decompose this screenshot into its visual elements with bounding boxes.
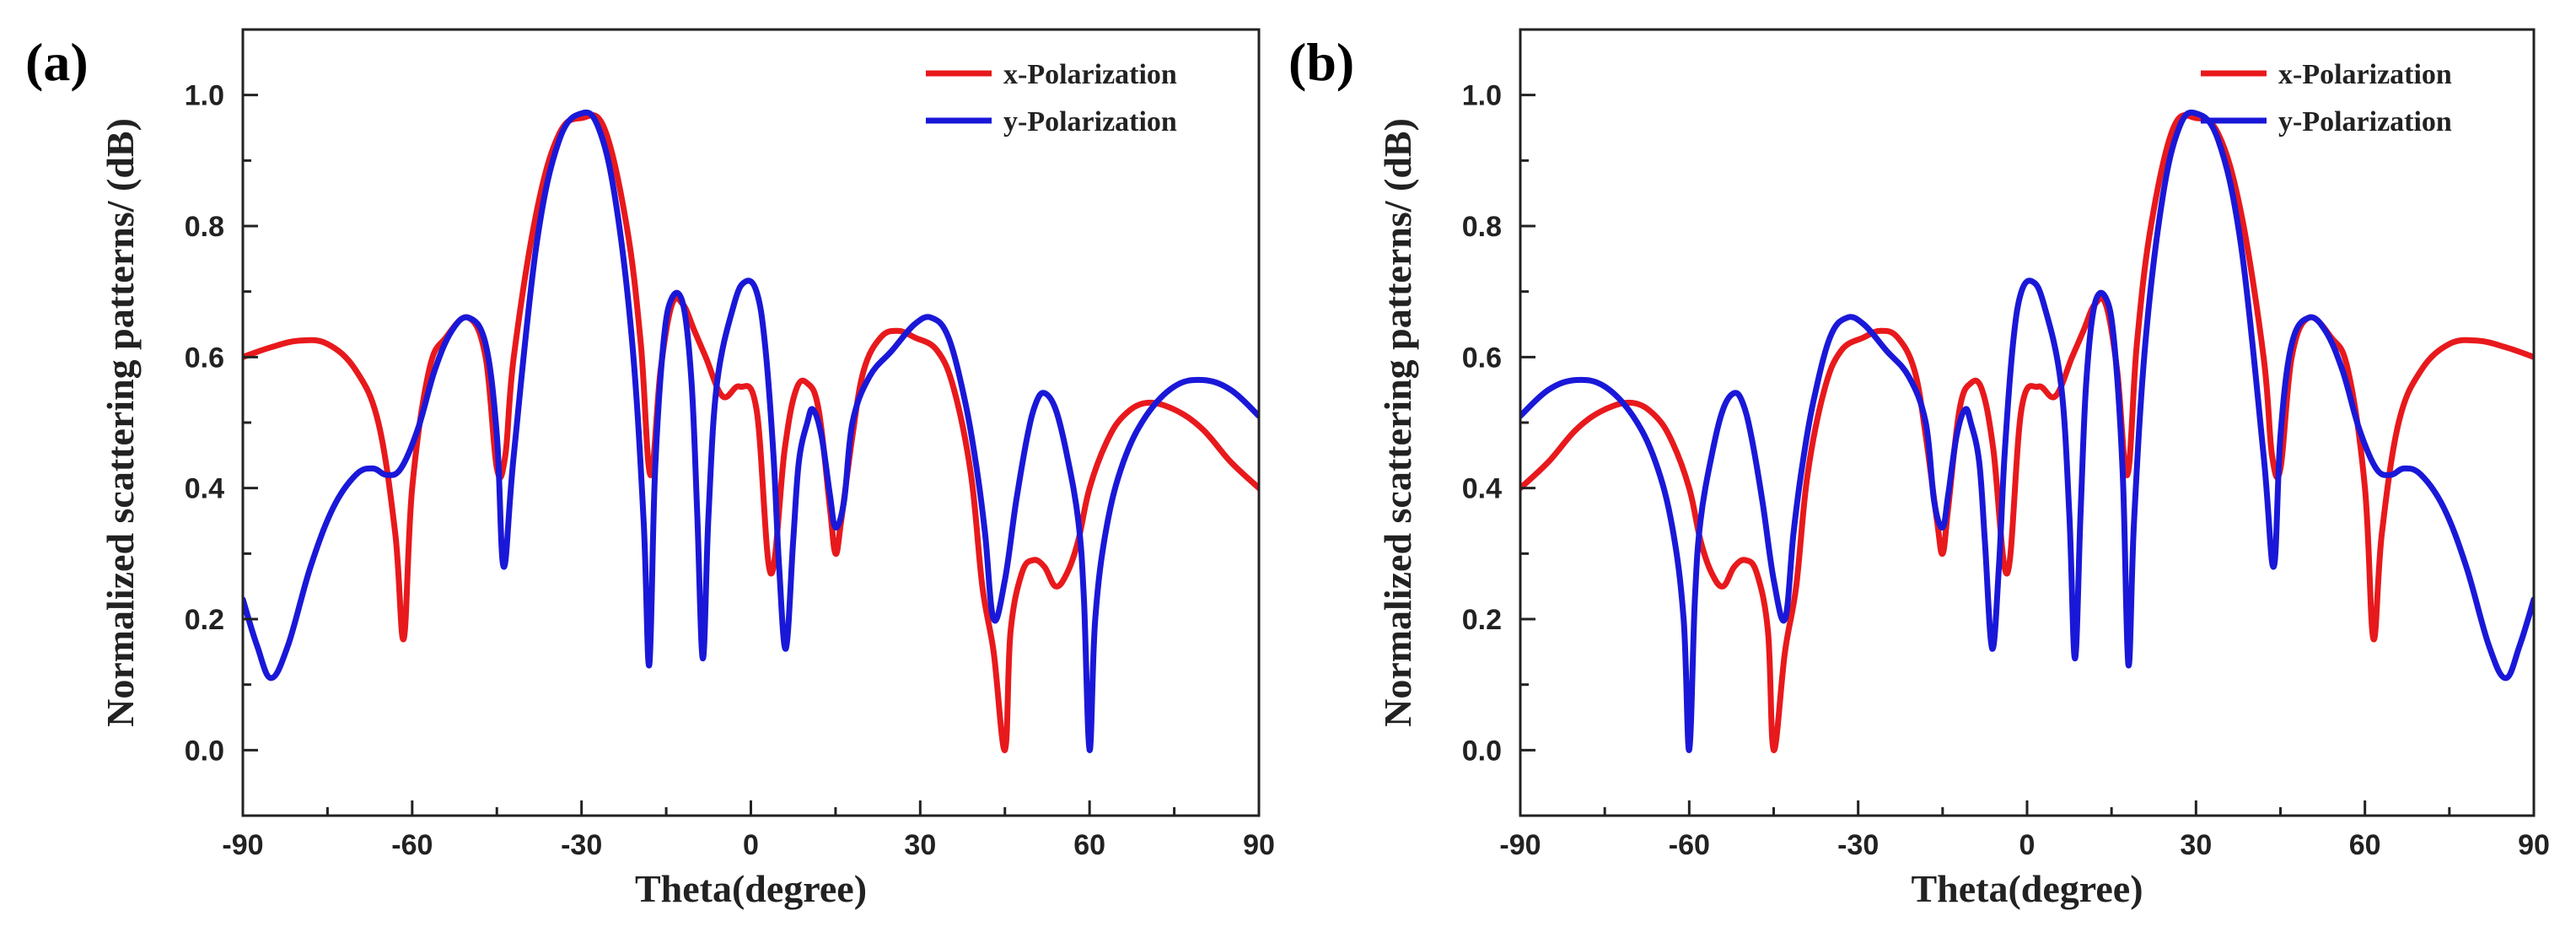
x-tick-label: 30 — [904, 829, 936, 861]
y-axis-title: Normalized scattering patterns/ (dB) — [99, 118, 142, 727]
legend: x-Polarization y-Polarization — [926, 59, 1177, 137]
x-tick-label: -90 — [222, 829, 263, 861]
legend-label-x-polarization: x-Polarization — [2278, 59, 2452, 90]
x-tick-label: -30 — [561, 829, 602, 861]
chart-panel-a: (a) -90 -60 -30 0 30 60 90 0.0 0.2 0.4 0.6 0.8 1.0 The… — [25, 28, 1275, 910]
y-tick-label: 1.0 — [1462, 80, 1502, 112]
chart-panel-b: (b) -90 -60 -30 0 30 60 90 0.0 0.2 0.4 0.6 0.8 1.0 The… — [1288, 28, 2550, 910]
y-tick-label: 1.0 — [185, 80, 224, 112]
x-tick-label: 90 — [2518, 829, 2550, 861]
y-tick-label: 0.8 — [1462, 211, 1502, 243]
series-line-y-polarization — [243, 109, 1259, 753]
x-axis-title: Theta(degree) — [1911, 867, 2143, 910]
x-tick-label: -90 — [1499, 829, 1541, 861]
panel-label: (a) — [25, 32, 89, 92]
x-tick-label: 60 — [1073, 829, 1105, 861]
y-tick-label: 0.4 — [1462, 473, 1502, 505]
legend: x-Polarization y-Polarization — [2201, 59, 2452, 137]
x-axis-title: Theta(degree) — [635, 867, 867, 910]
x-tick-label: 60 — [2349, 829, 2381, 861]
y-tick-label: 0.6 — [1462, 342, 1502, 374]
x-tick-label: -60 — [391, 829, 433, 861]
legend-label-y-polarization: y-Polarization — [2278, 106, 2452, 137]
x-tick-label: 90 — [1243, 829, 1275, 861]
y-axis-title: Normalized scattering patterns/ (dB) — [1376, 118, 1419, 727]
y-tick-label: 0.2 — [185, 604, 224, 636]
x-tick-label: 0 — [743, 829, 759, 861]
series-line-x-polarization — [1520, 112, 2534, 753]
legend-label-y-polarization: y-Polarization — [1003, 106, 1177, 137]
y-tick-label: 0.4 — [185, 473, 224, 505]
panel-label: (b) — [1288, 32, 1354, 92]
x-tick-label: 0 — [2019, 829, 2036, 861]
plot-frame — [241, 28, 1261, 817]
plot-frame — [1519, 28, 2536, 817]
legend-label-x-polarization: x-Polarization — [1003, 59, 1177, 90]
y-tick-label: 0.2 — [1462, 604, 1502, 636]
y-tick-label: 0.8 — [185, 211, 224, 243]
series-line-y-polarization — [1520, 109, 2534, 753]
y-tick-label: 0.0 — [1462, 735, 1502, 767]
x-tick-label: 30 — [2180, 829, 2212, 861]
x-tick-label: -60 — [1669, 829, 1710, 861]
series-line-x-polarization — [243, 112, 1259, 753]
y-tick-label: 0.0 — [185, 735, 224, 767]
x-tick-label: -30 — [1837, 829, 1879, 861]
y-tick-label: 0.6 — [185, 342, 224, 374]
